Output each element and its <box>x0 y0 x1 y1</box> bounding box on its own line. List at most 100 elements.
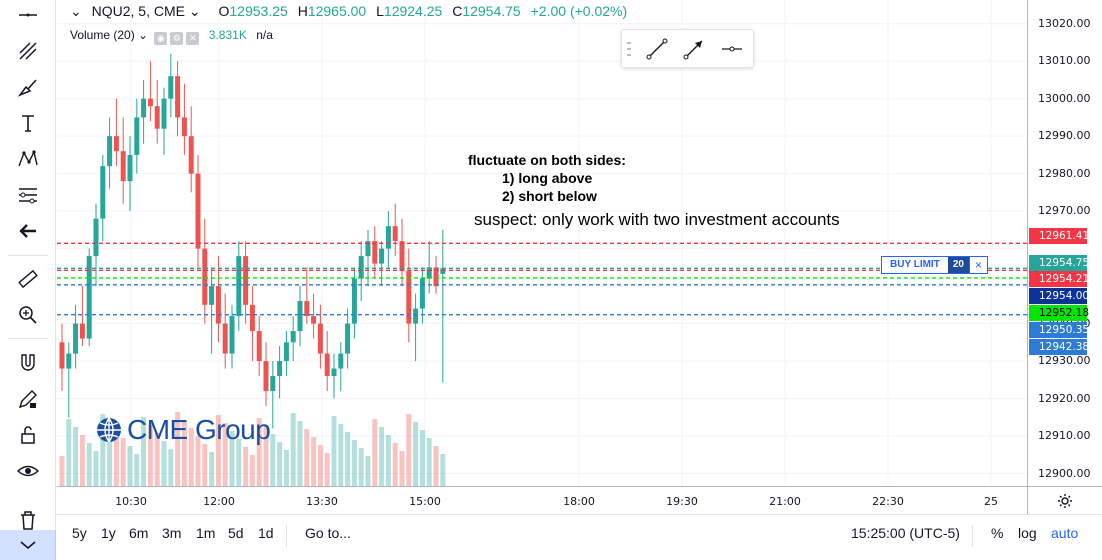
volume-bar <box>127 446 133 486</box>
candle-body <box>127 154 133 182</box>
trash-icon[interactable] <box>8 505 48 535</box>
chart-settings-button[interactable] <box>1027 486 1102 514</box>
price-badge: 12950.35 <box>1029 322 1089 338</box>
close-label: C <box>452 3 463 19</box>
order-label[interactable]: BUY LIMIT <box>890 259 940 270</box>
volume-name[interactable]: Volume (20) <box>70 28 135 42</box>
fib-icon[interactable] <box>8 180 48 210</box>
volume-bar <box>168 449 174 486</box>
range-1m-button[interactable]: 1m <box>196 525 216 541</box>
candle-body <box>338 353 344 369</box>
trend-line-icon[interactable] <box>8 36 48 66</box>
range-1y-button[interactable]: 1y <box>101 525 116 541</box>
volume-bar <box>236 439 242 486</box>
back-arrow-icon[interactable] <box>8 216 48 246</box>
range-1d-button[interactable]: 1d <box>258 525 274 541</box>
annotation-note[interactable]: suspect: only work with two investment a… <box>474 210 840 229</box>
price-tick: 13000.00 <box>1038 91 1091 105</box>
globe-icon <box>97 417 121 443</box>
buy-limit-order[interactable]: BUY LIMIT 20 × <box>881 256 988 274</box>
volume-bar <box>372 419 378 486</box>
volume-bar <box>406 414 412 486</box>
volume-bar <box>311 437 317 486</box>
annotation-line-1[interactable]: fluctuate on both sides: <box>468 152 626 168</box>
close-value: 12954.75 <box>462 3 521 19</box>
lock-icon[interactable] <box>8 420 48 450</box>
brush-icon[interactable] <box>8 72 48 102</box>
volume-bar <box>392 443 398 486</box>
crosshair-icon[interactable] <box>8 0 48 30</box>
ruler-icon[interactable] <box>8 264 48 294</box>
volume-bar <box>324 453 330 486</box>
candle-body <box>181 117 187 137</box>
candle-body <box>154 106 160 129</box>
chevron-down-icon[interactable]: ⌄ <box>188 3 201 19</box>
order-qty[interactable]: 20 <box>947 257 969 273</box>
change-value: +2.00 (+0.02%) <box>530 3 628 19</box>
range-5d-button[interactable]: 5d <box>228 525 244 541</box>
collapse-toolbar-button[interactable] <box>0 530 56 560</box>
candle-body <box>297 301 303 332</box>
eye-icon[interactable] <box>8 456 48 486</box>
drawing-toolbar <box>0 0 56 560</box>
candle-body <box>66 353 72 369</box>
volume-bar <box>426 438 432 486</box>
close-icon[interactable]: ✕ <box>186 32 200 45</box>
trend-line-tool-icon[interactable] <box>643 36 671 62</box>
log-toggle[interactable]: log <box>1018 525 1037 541</box>
cancel-order-icon[interactable]: × <box>968 257 987 273</box>
range-5y-button[interactable]: 5y <box>72 525 87 541</box>
volume-bar <box>413 422 419 486</box>
candle-body <box>440 268 446 274</box>
chart-pane[interactable] <box>57 0 1027 486</box>
volume-bar <box>385 435 391 486</box>
candle-body <box>345 323 351 354</box>
candle-body <box>141 98 147 118</box>
price-axis[interactable]: 13020.00 13010.00 13000.00 12990.00 12980.00… <box>1027 0 1102 486</box>
range-3m-button[interactable]: 3m <box>162 525 182 541</box>
price-badge: 12952.18 <box>1029 305 1089 321</box>
chevron-down-icon[interactable]: ⌄ <box>138 28 149 42</box>
price-badge: 12954.21 <box>1029 271 1089 287</box>
candle-body <box>372 241 378 264</box>
candle-body <box>331 368 337 377</box>
candle-body <box>229 316 235 354</box>
volume-bar <box>175 412 181 486</box>
volume-bar <box>100 414 106 486</box>
annotation-line-2[interactable]: 1) long above <box>502 170 593 186</box>
bottom-toolbar: 5y 1y 6m 3m 1m 5d 1d Go to... 15:25:00 (… <box>57 514 1102 560</box>
horizontal-ray-tool-icon[interactable] <box>718 36 746 62</box>
eye-toggle-icon[interactable]: ◉ <box>154 32 168 45</box>
range-6m-button[interactable]: 6m <box>129 525 149 541</box>
goto-button[interactable]: Go to... <box>305 525 351 541</box>
arrow-line-tool-icon[interactable] <box>680 36 708 62</box>
candle-body <box>113 136 119 152</box>
clock-readout[interactable]: 15:25:00 (UTC-5) <box>851 525 960 541</box>
candle-body <box>379 248 385 264</box>
zoom-icon[interactable] <box>8 300 48 330</box>
symbol-name[interactable]: NQU2, 5, CME <box>91 3 185 19</box>
drag-handle-icon[interactable] <box>627 40 631 58</box>
stay-drawing-icon[interactable] <box>8 384 48 414</box>
percent-toggle[interactable]: % <box>991 525 1004 541</box>
volume-bar <box>304 429 310 486</box>
volume-bar <box>202 444 208 486</box>
pattern-icon[interactable] <box>8 144 48 174</box>
text-icon[interactable] <box>8 108 48 138</box>
candle-body <box>365 241 371 257</box>
high-label: H <box>297 3 308 19</box>
time-axis[interactable]: 10:30 12:00 13:30 15:00 18:00 19:30 21:00 22:30… <box>57 486 1027 514</box>
volume-bar <box>365 456 371 486</box>
floating-drawing-toolbar <box>621 29 754 68</box>
annotation-line-3[interactable]: 2) short below <box>502 188 597 204</box>
volume-bar <box>263 426 269 486</box>
open-value: 12953.25 <box>229 3 288 19</box>
magnet-icon[interactable] <box>8 348 48 378</box>
chevron-collapse-icon[interactable]: ⌄ <box>70 3 82 19</box>
auto-toggle[interactable]: auto <box>1051 525 1079 541</box>
volume-bar <box>338 424 344 486</box>
candle-body <box>93 218 99 257</box>
settings-icon[interactable]: ⚙ <box>170 32 184 45</box>
candle-body <box>120 151 126 182</box>
volume-bar <box>107 422 113 486</box>
